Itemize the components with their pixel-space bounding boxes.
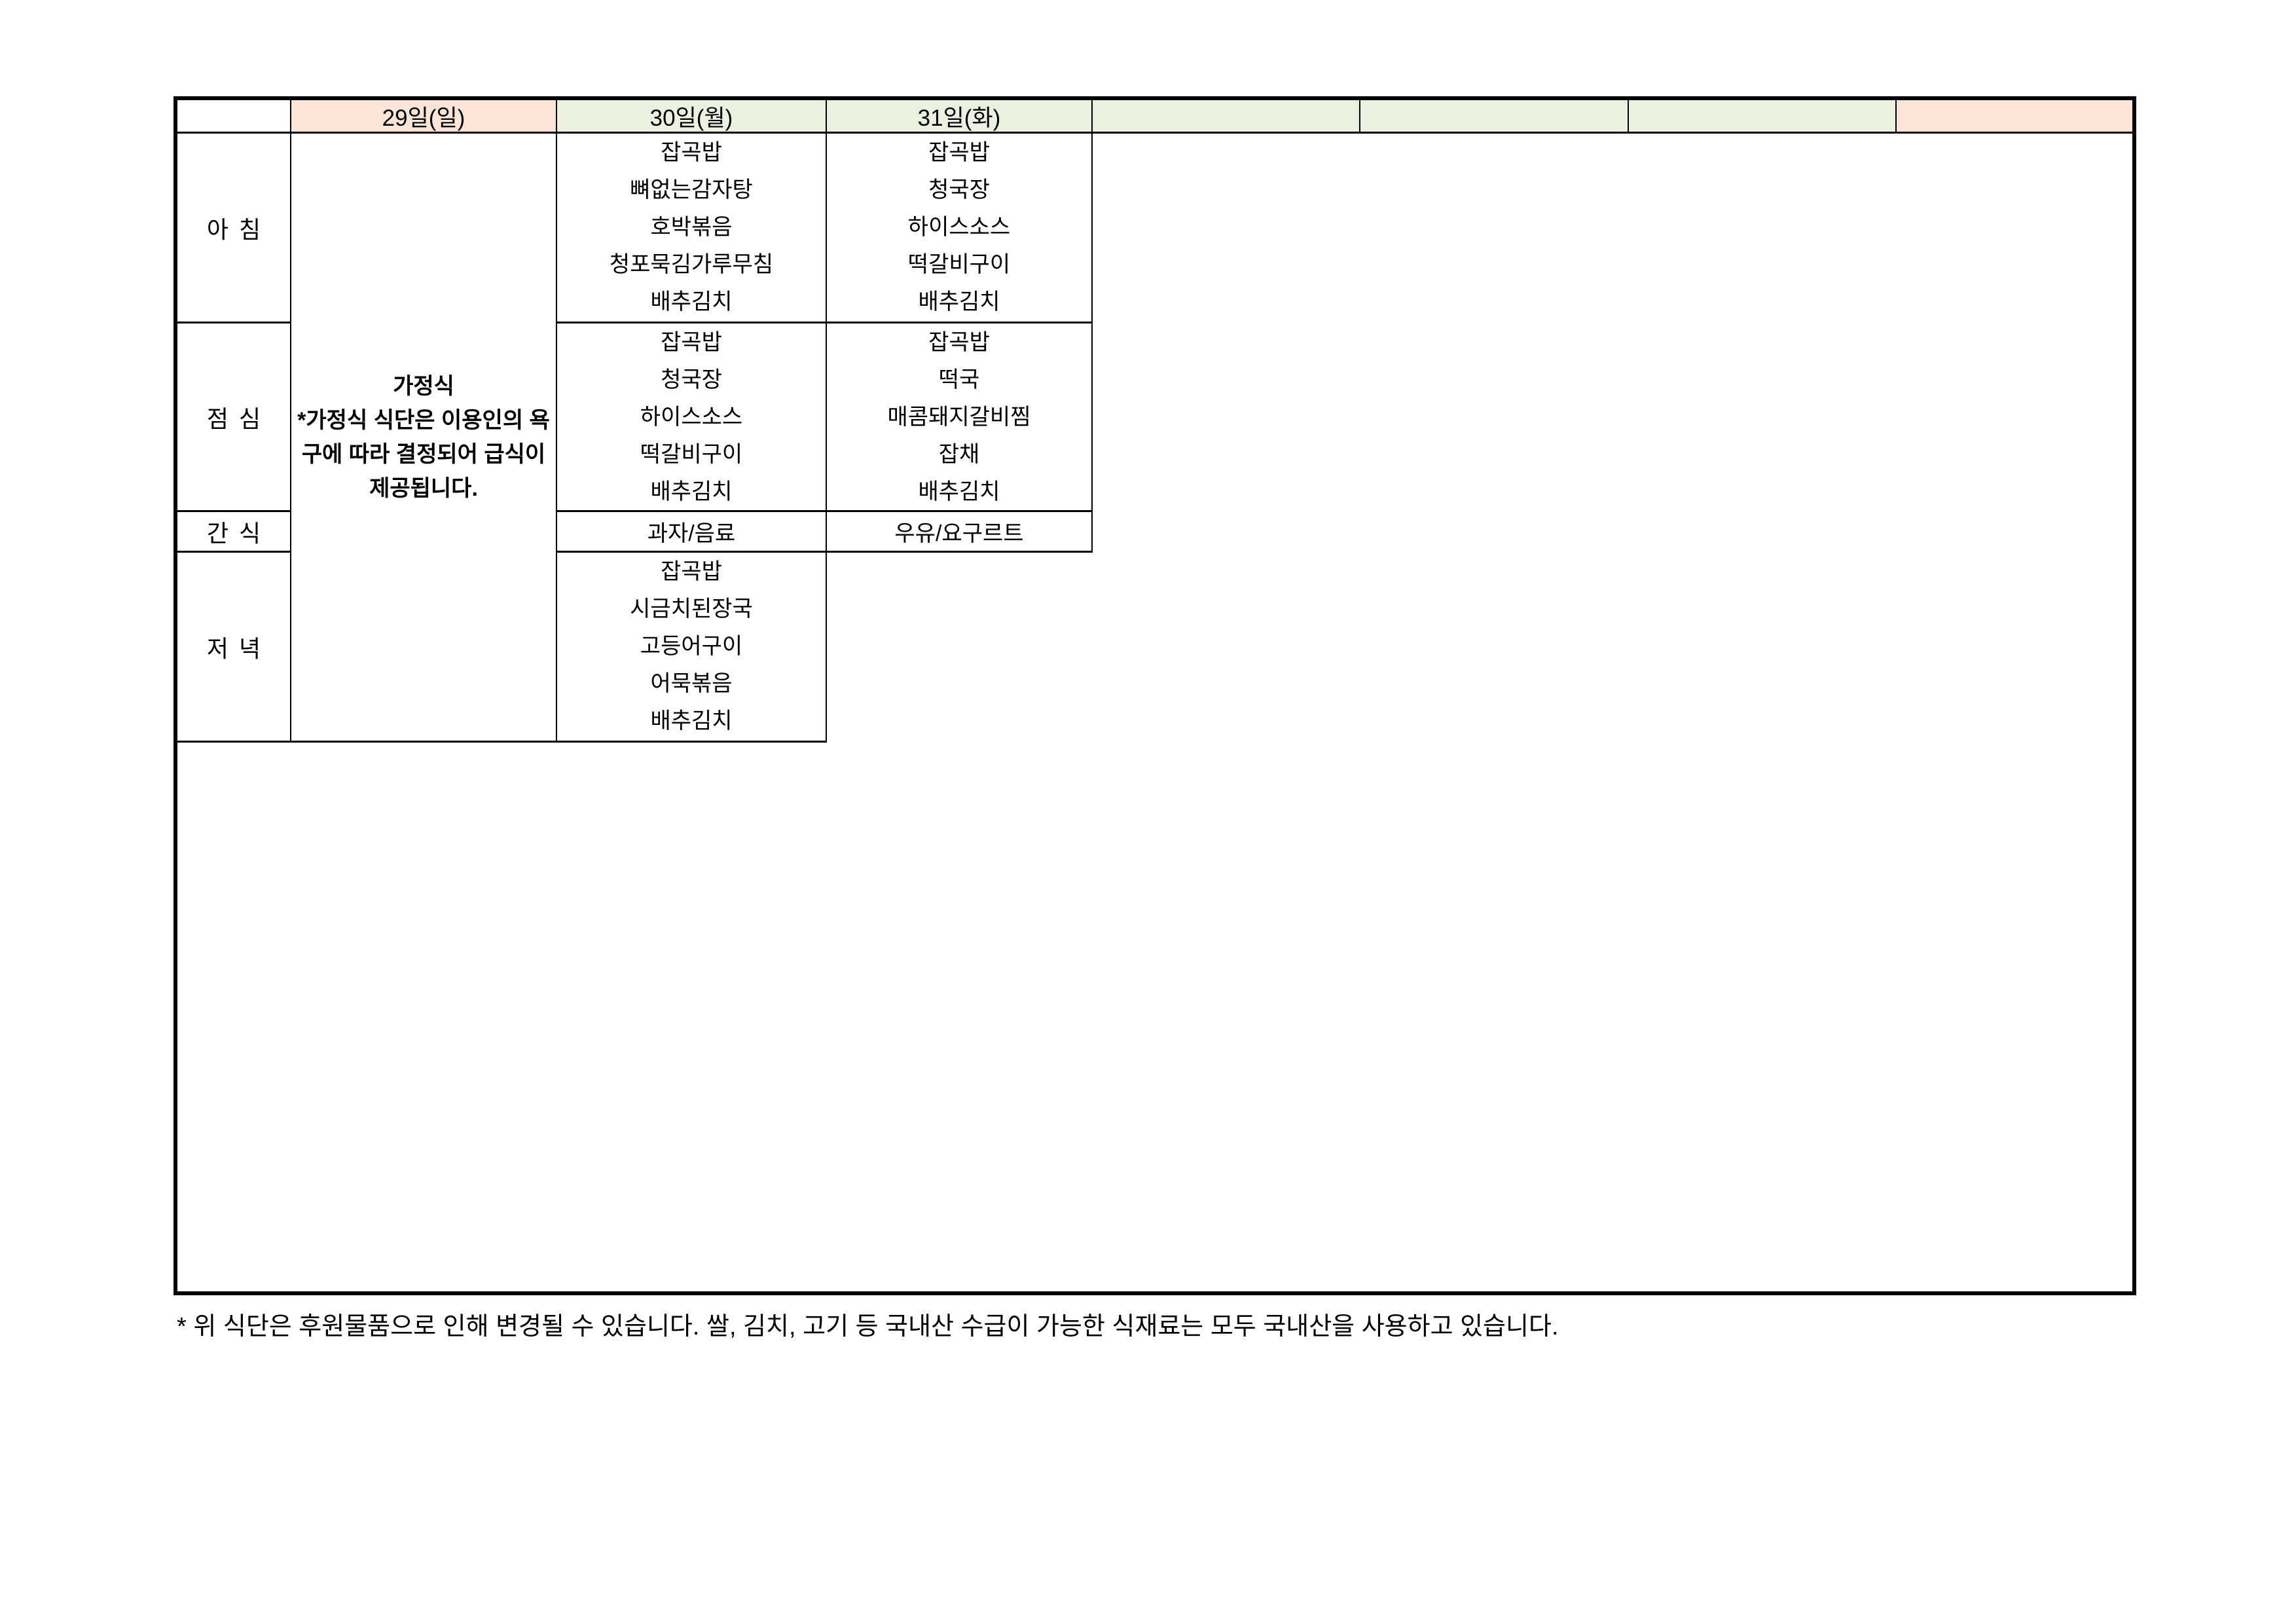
menu-item: 잡곡밥 xyxy=(661,140,722,165)
footnote: * 위 식단은 후원물품으로 인해 변경될 수 있습니다. 쌀, 김치, 고기 … xyxy=(177,1313,1559,1340)
menu-item: 배추김치 xyxy=(918,289,1000,314)
menu-item: 잡곡밥 xyxy=(661,330,722,355)
menu-item: 배추김치 xyxy=(650,289,733,314)
menu-item: 청국장 xyxy=(928,177,990,202)
menu-cell-day31-breakfast: 잡곡밥 청국장 하이스소스 떡갈비구이 배추김치 xyxy=(827,134,1093,323)
menu-item: 매콤돼지갈비찜 xyxy=(887,405,1031,430)
menu-cell-day30-lunch: 잡곡밥 청국장 하이스소스 떡갈비구이 배추김치 xyxy=(557,323,827,512)
menu-item: 잡곡밥 xyxy=(661,559,722,584)
header-cell-empty xyxy=(177,100,291,134)
menu-cell-day31-lunch: 잡곡밥 떡국 매콤돼지갈비찜 잡채 배추김치 xyxy=(827,323,1093,512)
menu-cell-day30-breakfast: 잡곡밥 뼈없는감자탕 호박볶음 청포묵김가루무침 배추김치 xyxy=(557,134,827,323)
menu-item: 잡채 xyxy=(938,442,980,467)
menu-item: 호박볶음 xyxy=(650,215,733,240)
header-cell-day31: 31일(화) xyxy=(827,100,1093,134)
row-label-snack: 간식 xyxy=(177,512,291,553)
menu-item: 배추김치 xyxy=(650,709,733,733)
menu-cell-day30-snack: 과자/음료 xyxy=(557,512,827,553)
header-cell-extra3 xyxy=(1629,100,1897,134)
row-label-lunch: 점심 xyxy=(177,323,291,512)
menu-item: 배추김치 xyxy=(650,479,733,504)
menu-item: 하이스소스 xyxy=(907,215,1011,240)
menu-item: 어묵볶음 xyxy=(650,671,733,696)
menu-item: 떡갈비구이 xyxy=(640,442,743,467)
menu-item: 떡국 xyxy=(938,367,980,392)
menu-cell-day31-snack: 우유/요구르트 xyxy=(827,512,1093,553)
menu-item: 하이스소스 xyxy=(640,405,743,430)
menu-cell-day30-dinner: 잡곡밥 시금치된장국 고등어구이 어묵볶음 배추김치 xyxy=(557,553,827,743)
menu-item: 떡갈비구이 xyxy=(907,252,1011,277)
meal-plan-table: 29일(일) 30일(월) 31일(화) 아침 점심 간식 저녁 가정식 *가정… xyxy=(173,96,2136,1295)
row-label-breakfast: 아침 xyxy=(177,134,291,323)
menu-item: 배추김치 xyxy=(918,479,1000,504)
menu-item: 잡곡밥 xyxy=(928,140,990,165)
menu-item: 고등어구이 xyxy=(640,634,743,659)
header-cell-extra1 xyxy=(1093,100,1360,134)
menu-item: 청국장 xyxy=(661,367,722,392)
menu-item: 잡곡밥 xyxy=(928,330,990,355)
day29-home-meal-note-cell: 가정식 *가정식 식단은 이용인의 욕구에 따라 결정되어 급식이 제공됩니다. xyxy=(291,134,557,743)
header-cell-extra4 xyxy=(1897,100,2132,134)
menu-item: 뼈없는감자탕 xyxy=(630,177,753,202)
header-cell-day29: 29일(일) xyxy=(291,100,557,134)
header-cell-extra2 xyxy=(1360,100,1629,134)
day29-note-body: *가정식 식단은 이용인의 욕구에 따라 결정되어 급식이 제공됩니다. xyxy=(297,407,550,501)
day29-note-title: 가정식 xyxy=(393,373,454,399)
header-cell-day30: 30일(월) xyxy=(557,100,827,134)
row-label-dinner: 저녁 xyxy=(177,553,291,743)
menu-item: 청포묵김가루무침 xyxy=(609,252,774,277)
menu-item: 시금치된장국 xyxy=(630,597,753,621)
